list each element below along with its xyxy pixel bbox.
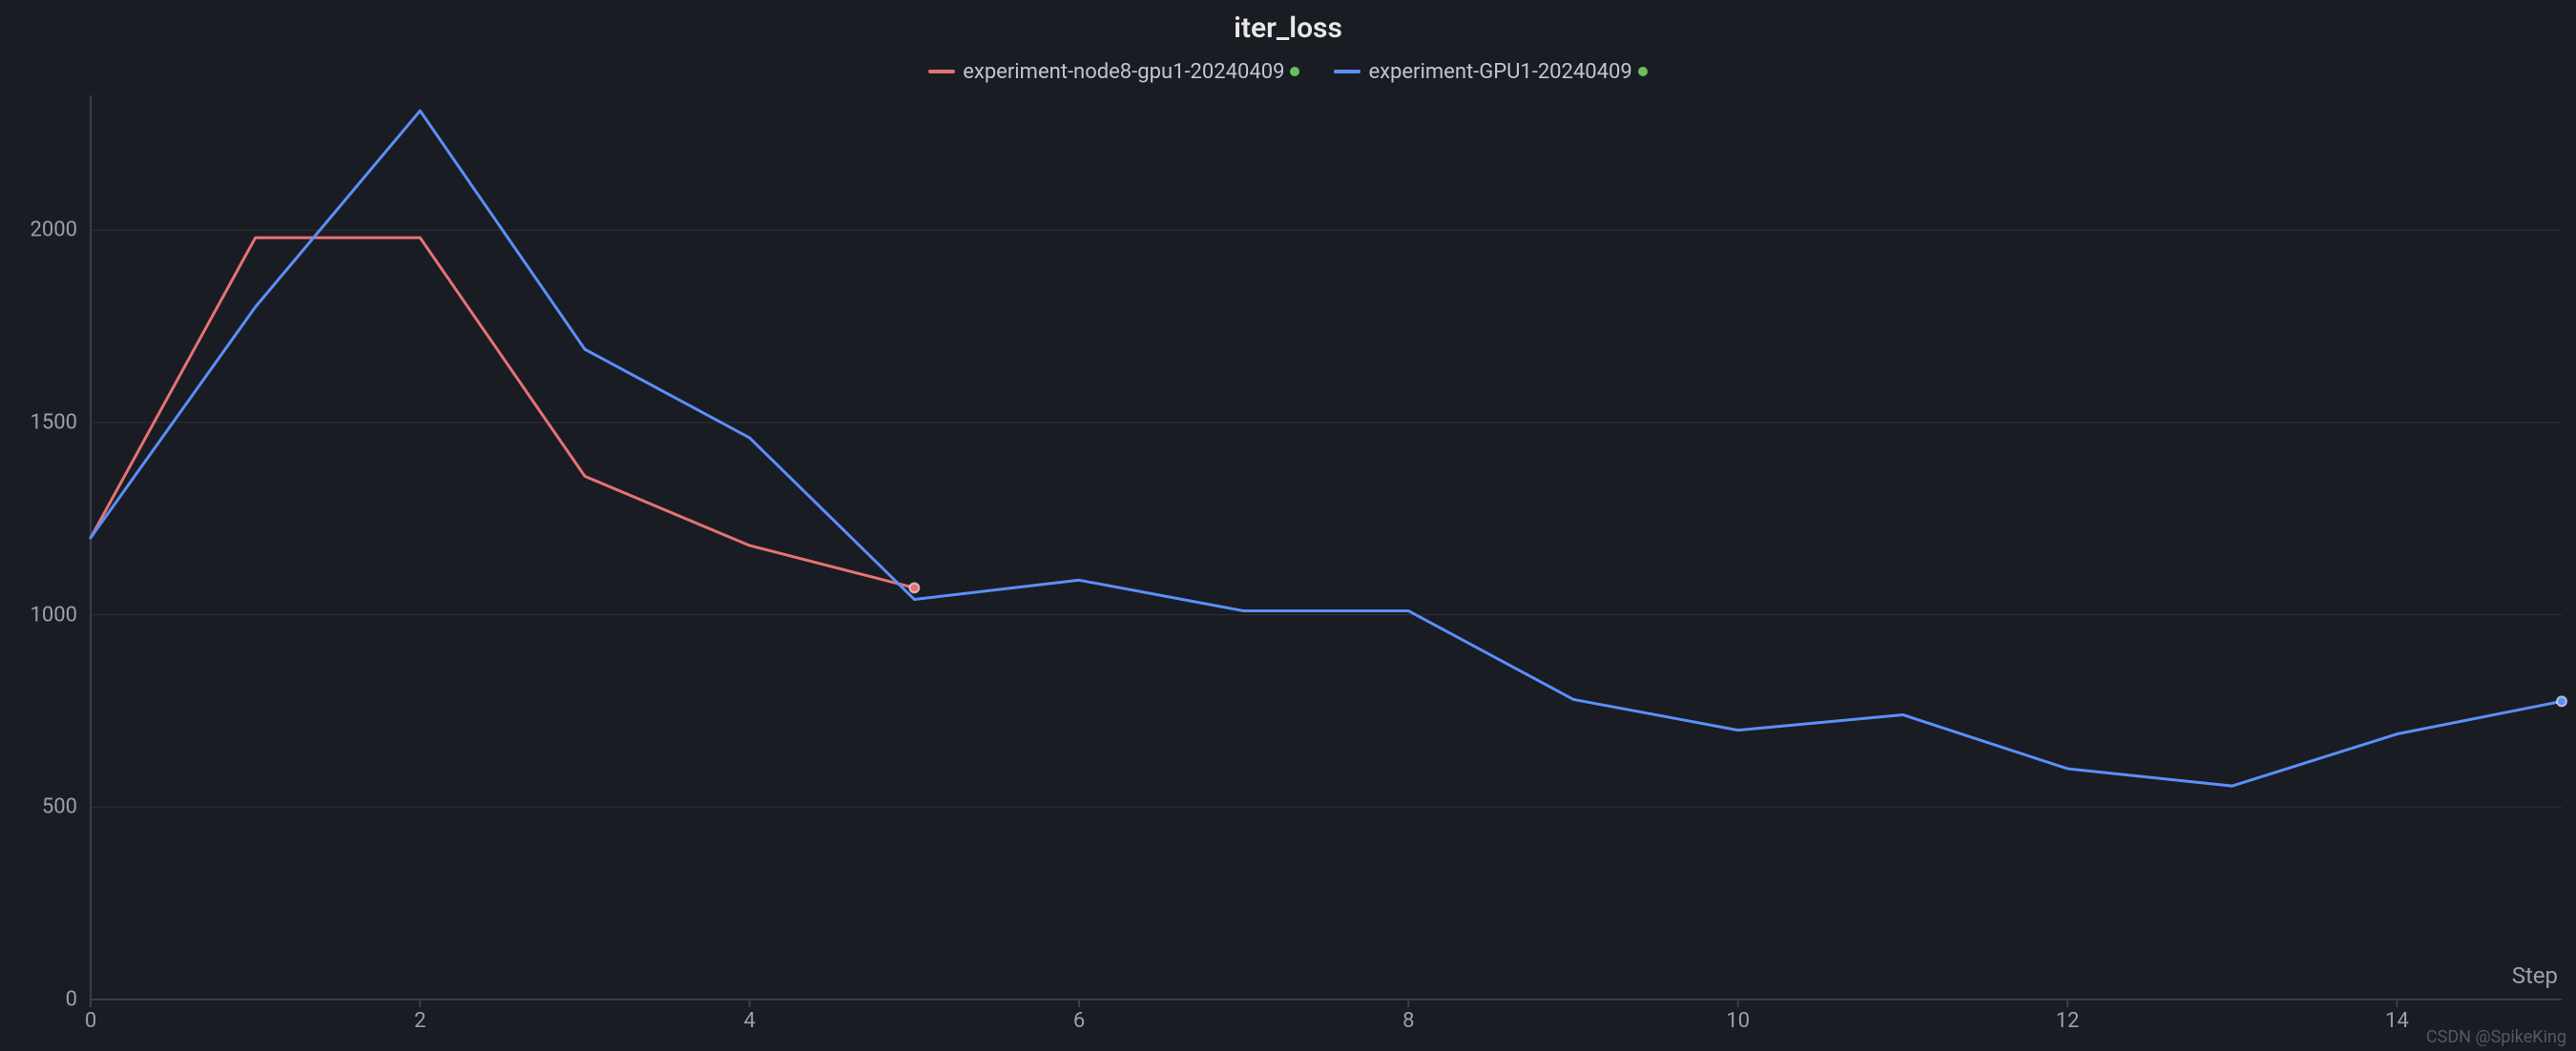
legend-swatch [1334, 70, 1361, 73]
y-tick-label: 1500 [1, 410, 91, 434]
y-tick-label: 2000 [1, 218, 91, 242]
y-tick-label: 1000 [1, 603, 91, 627]
series-line[interactable] [91, 111, 2562, 786]
legend-label: experiment-GPU1-20240409 [1368, 60, 1631, 84]
chart-container: iter_loss experiment-node8-gpu1-20240409… [0, 0, 2576, 1051]
legend-item[interactable]: experiment-GPU1-20240409 [1334, 60, 1647, 84]
x-tick-label: 0 [85, 999, 96, 1033]
x-tick-label: 4 [743, 999, 755, 1033]
chart-title: iter_loss [0, 11, 2576, 45]
plot-area: Step 050010001500200002468101214 [91, 95, 2562, 999]
legend-swatch [928, 70, 955, 73]
series-end-marker[interactable] [909, 583, 919, 592]
series-end-marker[interactable] [2557, 696, 2566, 706]
status-dot-icon [1290, 67, 1299, 76]
chart-legend: experiment-node8-gpu1-20240409 experiment… [0, 55, 2576, 84]
plot-svg [91, 95, 2562, 999]
legend-item[interactable]: experiment-node8-gpu1-20240409 [928, 60, 1299, 84]
status-dot-icon [1638, 67, 1648, 76]
x-tick-label: 2 [414, 999, 426, 1033]
legend-label: experiment-node8-gpu1-20240409 [963, 60, 1284, 84]
x-axis-label: Step [2512, 962, 2562, 989]
y-tick-label: 500 [1, 795, 91, 819]
x-tick-label: 6 [1073, 999, 1085, 1033]
watermark: CSDN @SpikeKing [2426, 1027, 2566, 1047]
x-tick-label: 8 [1402, 999, 1414, 1033]
series-line[interactable] [91, 237, 914, 587]
y-tick-label: 0 [1, 988, 91, 1012]
x-tick-label: 10 [1726, 999, 1750, 1033]
x-tick-label: 12 [2056, 999, 2080, 1033]
x-tick-label: 14 [2385, 999, 2409, 1033]
